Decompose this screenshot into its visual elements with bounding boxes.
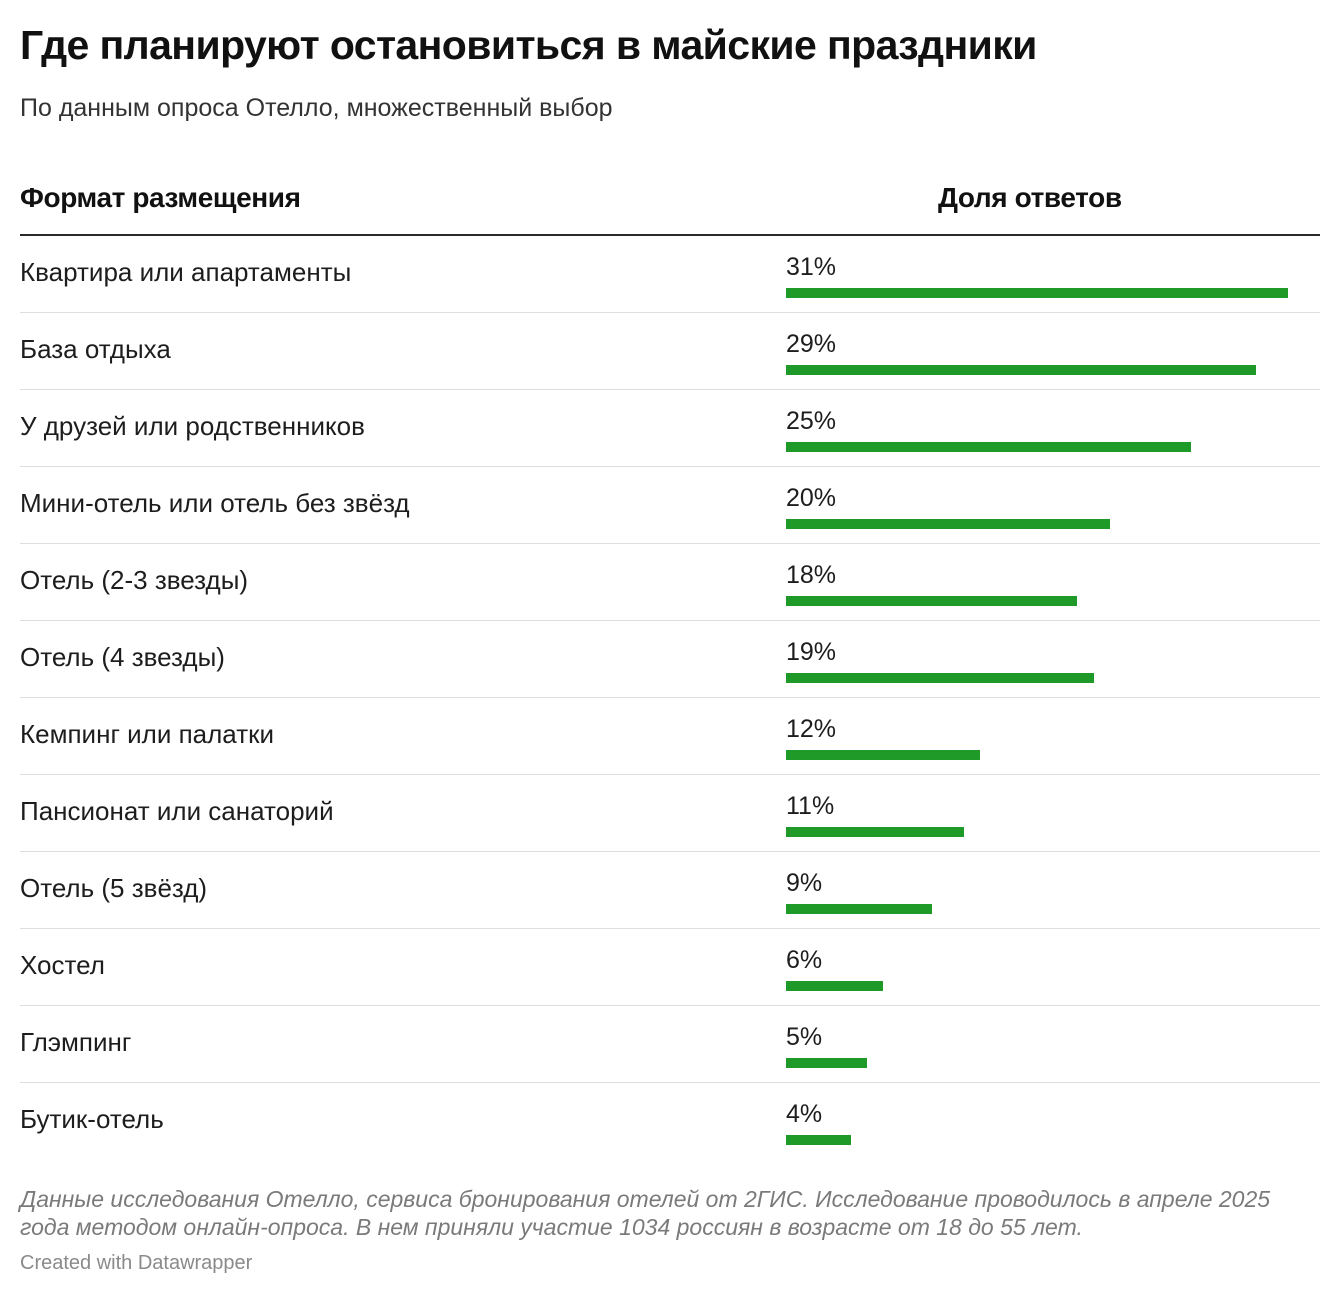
value-label: 25% [786,407,837,435]
table-row: Отель (5 звёзд) 9% [20,852,1320,929]
category-label: Мини-отель или отель без звёзд [20,488,410,518]
table-row: Бутик-отель 4% [20,1083,1320,1159]
bar [786,1135,851,1145]
datawrapper-credit-link[interactable]: Created with Datawrapper [20,1252,253,1274]
value-label: 19% [786,638,837,666]
value-label: 18% [786,561,837,589]
value-label: 12% [786,715,837,743]
bar [786,288,1288,298]
table-row: Отель (2-3 звезды) 18% [20,544,1320,621]
table-row: Хостел 6% [20,929,1320,1006]
category-label: Глэмпинг [20,1027,132,1057]
category-label: Кемпинг или палатки [20,719,274,749]
bar [786,981,883,991]
bar [786,442,1191,452]
chart-notes: Данные исследования Отелло, сервиса брон… [20,1186,1271,1240]
table-row: База отдыха 29% [20,313,1320,390]
chart-subtitle: По данным опроса Отелло, множественный в… [20,94,613,122]
category-label: Бутик-отель [20,1104,164,1134]
table-row: Кемпинг или палатки 12% [20,698,1320,775]
table-row: У друзей или родственников 25% [20,390,1320,467]
value-label: 31% [786,253,837,281]
table-row: Отель (4 звезды) 19% [20,621,1320,698]
bar [786,596,1077,606]
category-label: База отдыха [20,334,171,364]
column-header-share: Доля ответов [938,182,1122,213]
bar [786,673,1094,683]
table-row: Пансионат или санаторий 11% [20,775,1320,852]
category-label: Отель (4 звезды) [20,642,225,672]
bar [786,365,1256,375]
table-row: Глэмпинг 5% [20,1006,1320,1083]
value-label: 29% [786,330,837,358]
category-label: Квартира или апартаменты [20,257,352,287]
column-header-format: Формат размещения [20,182,301,213]
table-row: Мини-отель или отель без звёзд 20% [20,467,1320,544]
chart-title: Где планируют остановиться в майские пра… [20,22,1037,68]
value-label: 5% [786,1023,823,1051]
value-label: 9% [786,869,823,897]
category-label: Отель (2-3 звезды) [20,565,249,595]
value-label: 11% [786,792,835,820]
category-label: Пансионат или санаторий [20,796,334,826]
bar [786,519,1110,529]
bar [786,904,932,914]
category-label: Хостел [20,950,105,980]
bar [786,1058,867,1068]
header-divider [20,234,1320,236]
table-row: Квартира или апартаменты 31% [20,236,1320,313]
category-label: Отель (5 звёзд) [20,873,208,903]
value-label: 20% [786,484,837,512]
bar-table: Квартира или апартаменты 31% База отдыха 29… [20,236,1320,1159]
category-label: У друзей или родственников [20,411,365,441]
bar [786,750,980,760]
bar [786,827,964,837]
value-label: 6% [786,946,823,974]
value-label: 4% [786,1100,823,1128]
